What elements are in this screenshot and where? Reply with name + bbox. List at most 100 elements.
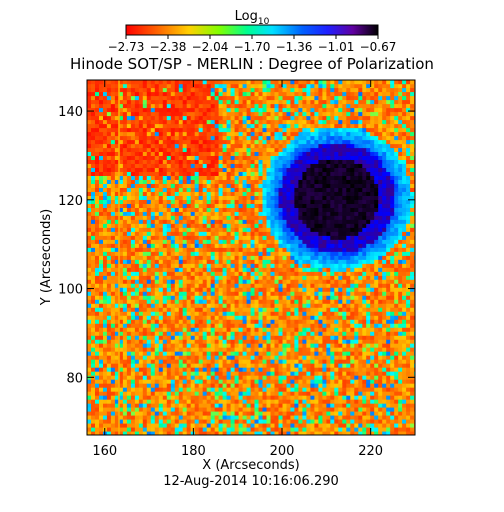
- heatmap-cell: [110, 159, 116, 164]
- heatmap-cell: [282, 231, 288, 236]
- heatmap-cell: [210, 203, 216, 208]
- heatmap-cell: [282, 403, 288, 408]
- heatmap-cell: [250, 263, 256, 268]
- heatmap-cell: [302, 255, 307, 260]
- heatmap-cell: [266, 387, 272, 392]
- heatmap-cell: [234, 287, 240, 292]
- heatmap-cell: [250, 103, 256, 109]
- heatmap-cell: [106, 135, 112, 141]
- heatmap-cell: [186, 319, 192, 324]
- heatmap-cell: [103, 335, 108, 340]
- heatmap-cell: [290, 143, 295, 149]
- heatmap-cell: [118, 339, 124, 344]
- heatmap-cell: [286, 407, 292, 412]
- heatmap-cell: [126, 367, 132, 372]
- heatmap-cell: [270, 399, 276, 404]
- heatmap-cell: [178, 431, 184, 435]
- heatmap-cell: [250, 355, 256, 360]
- heatmap-cell: [126, 415, 132, 420]
- heatmap-cell: [162, 411, 168, 416]
- heatmap-cell: [214, 423, 220, 428]
- heatmap-cell: [282, 319, 288, 324]
- heatmap-cell: [210, 427, 216, 432]
- heatmap-cell: [158, 311, 164, 316]
- heatmap-cell: [270, 411, 276, 416]
- heatmap-cell: [290, 147, 295, 152]
- heatmap-cell: [198, 403, 204, 408]
- heatmap-cell: [294, 231, 299, 236]
- heatmap-cell: [242, 335, 248, 340]
- heatmap-cell: [238, 407, 244, 412]
- heatmap-cell: [122, 155, 128, 160]
- heatmap-cell: [194, 419, 200, 424]
- heatmap-cell: [230, 427, 236, 432]
- heatmap-cell: [87, 359, 92, 364]
- heatmap-cell: [170, 167, 176, 172]
- heatmap-cell: [182, 139, 188, 145]
- heatmap-cell: [138, 83, 144, 89]
- heatmap-cell: [290, 80, 295, 85]
- heatmap-cell: [178, 427, 184, 432]
- heatmap-cell: [270, 407, 276, 412]
- heatmap-cell: [286, 103, 292, 109]
- heatmap-cell: [178, 203, 184, 208]
- heatmap-cell: [286, 295, 292, 300]
- heatmap-cell: [210, 363, 216, 368]
- heatmap-cell: [186, 187, 192, 192]
- heatmap-cell: [202, 307, 208, 312]
- heatmap-cell: [154, 351, 160, 356]
- heatmap-cell: [103, 183, 108, 188]
- heatmap-cell: [114, 251, 120, 256]
- heatmap-cell: [210, 375, 216, 380]
- heatmap-cell: [254, 303, 260, 308]
- heatmap-cell: [134, 91, 140, 97]
- heatmap-cell: [130, 303, 136, 308]
- heatmap-cell: [226, 179, 232, 184]
- heatmap-cell: [258, 351, 264, 356]
- heatmap-cell: [222, 347, 228, 352]
- heatmap-cell: [162, 375, 168, 380]
- heatmap-cell: [138, 427, 144, 432]
- heatmap-cell: [110, 207, 116, 212]
- heatmap-cell: [278, 111, 284, 117]
- heatmap-cell: [150, 367, 156, 372]
- heatmap-cell: [106, 171, 112, 176]
- heatmap-cell: [294, 351, 299, 356]
- heatmap-cell: [254, 247, 260, 252]
- heatmap-cell: [210, 187, 216, 192]
- heatmap-cell: [178, 247, 184, 252]
- heatmap-cell: [146, 295, 152, 300]
- heatmap-cell: [110, 123, 116, 129]
- heatmap-cell: [254, 143, 260, 149]
- heatmap-cell: [246, 115, 252, 121]
- heatmap-cell: [266, 191, 272, 196]
- heatmap-cell: [150, 207, 156, 212]
- heatmap-cell: [138, 80, 144, 85]
- heatmap-cell: [254, 123, 260, 129]
- heatmap-cell: [226, 103, 232, 109]
- heatmap-cell: [114, 127, 120, 133]
- heatmap-cell: [282, 407, 288, 412]
- heatmap-cell: [91, 231, 96, 236]
- heatmap-cell: [130, 255, 136, 260]
- heatmap-cell: [298, 307, 303, 312]
- heatmap-cell: [158, 191, 164, 196]
- heatmap-cell: [118, 203, 124, 208]
- heatmap-cell: [246, 379, 252, 384]
- heatmap-cell: [278, 223, 284, 228]
- heatmap-cell: [298, 407, 303, 412]
- heatmap-cell: [103, 255, 108, 260]
- heatmap-cell: [142, 267, 148, 272]
- heatmap-cell: [218, 347, 224, 352]
- heatmap-cell: [254, 183, 260, 188]
- heatmap-cell: [230, 143, 236, 149]
- heatmap-cell: [194, 111, 200, 117]
- heatmap-cell: [190, 119, 196, 125]
- heatmap-cell: [126, 327, 132, 332]
- heatmap-cell: [118, 291, 124, 296]
- heatmap-cell: [298, 111, 303, 117]
- heatmap-cell: [242, 147, 248, 152]
- heatmap-cell: [230, 191, 236, 196]
- heatmap-cell: [170, 255, 176, 260]
- heatmap-cell: [118, 107, 124, 113]
